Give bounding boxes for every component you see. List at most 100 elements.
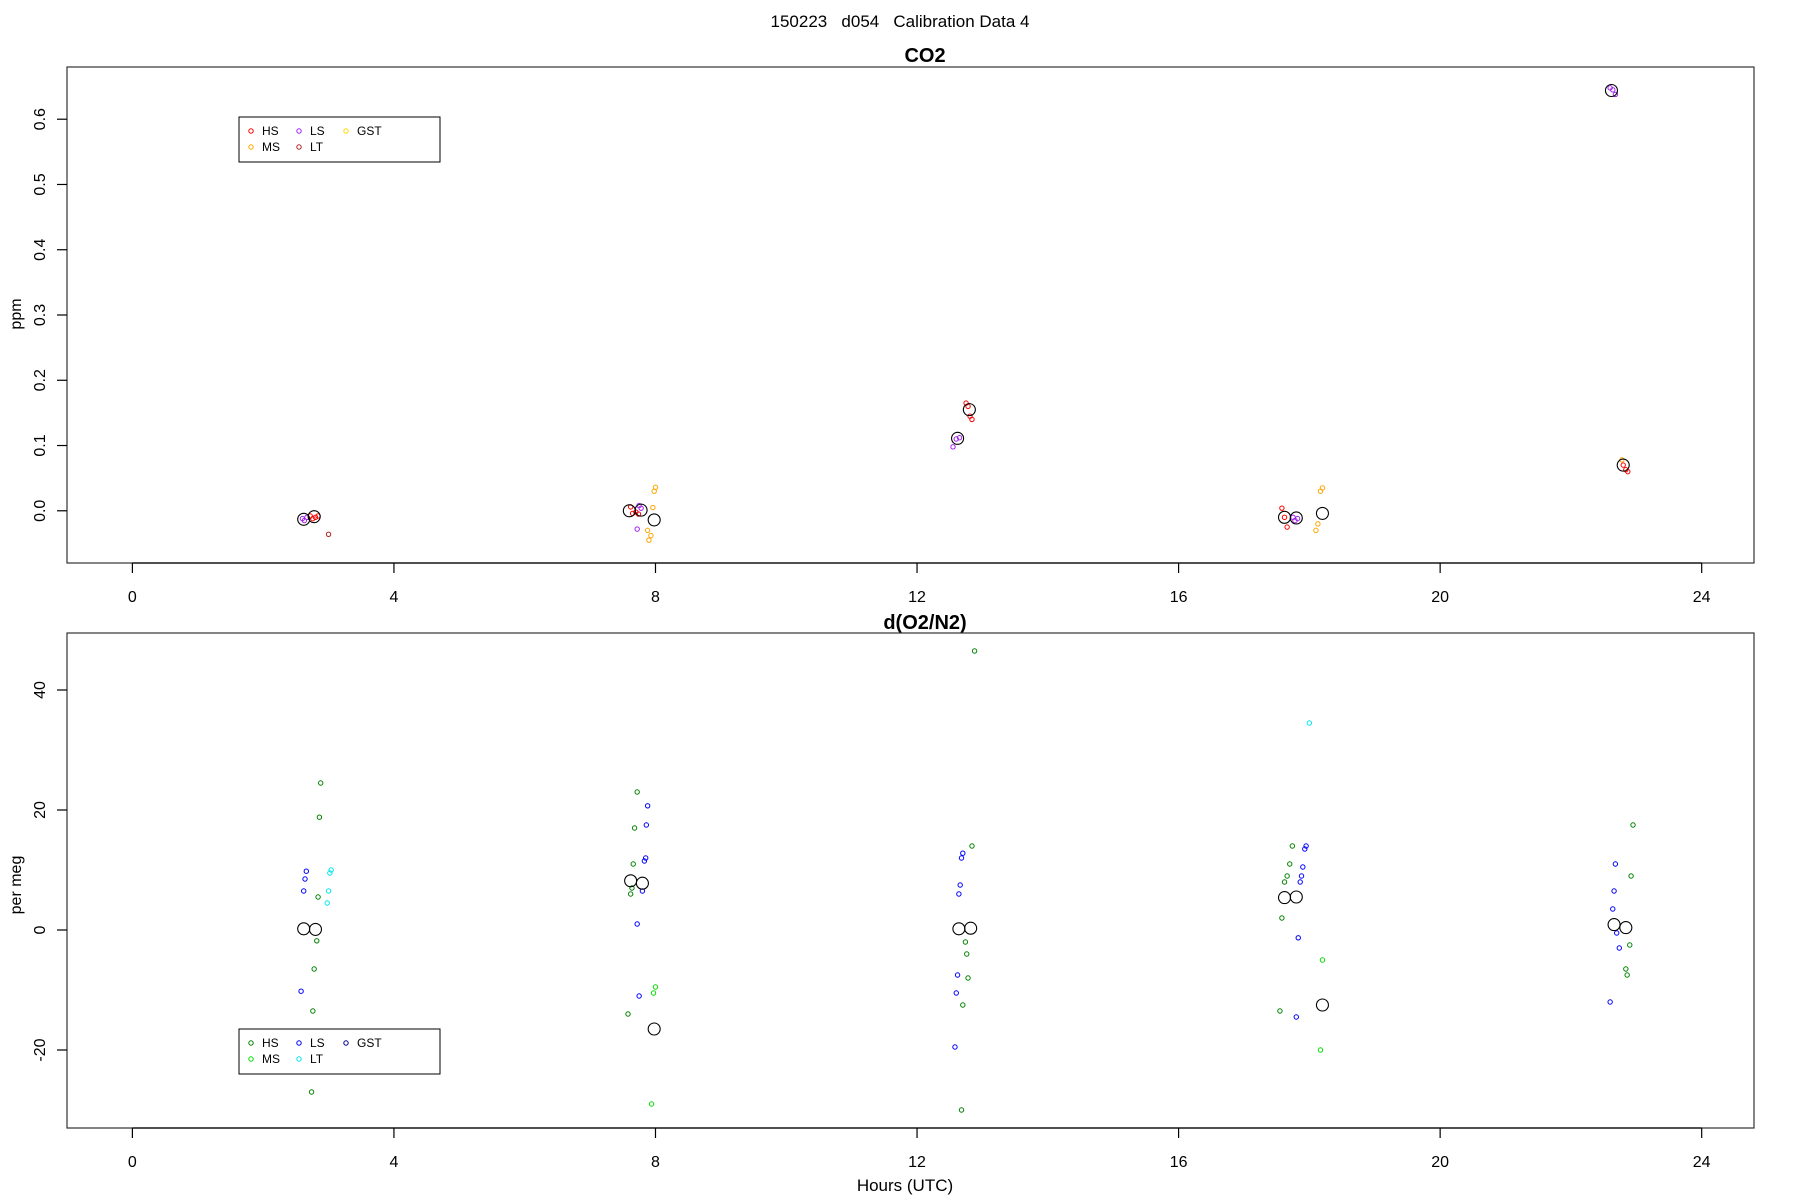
o2n2-legend-item: MS xyxy=(248,1052,280,1066)
o2n2-ls-point xyxy=(1293,1014,1299,1020)
co2-legend-item: HS xyxy=(248,124,279,138)
o2n2-hs-point xyxy=(1281,879,1288,885)
co2-mean-point xyxy=(962,403,976,417)
o2n2-ls-point xyxy=(642,855,649,861)
o2n2-mean-point xyxy=(635,876,649,890)
co2-hs-point xyxy=(969,416,975,423)
o2n2-legend-label: LT xyxy=(310,1052,324,1066)
o2n2-ls-point xyxy=(1607,999,1613,1005)
o2n2-hs-point xyxy=(316,814,323,820)
co2-ls-point xyxy=(1294,515,1301,522)
co2-hs-point xyxy=(1279,505,1285,511)
co2-ms-point xyxy=(646,537,652,543)
o2n2-x-tick-label: 4 xyxy=(389,1154,398,1171)
o2n2-ls-point xyxy=(303,868,310,874)
co2-mean-point xyxy=(1289,511,1303,525)
o2n2-ls-point xyxy=(1297,879,1303,885)
x-axis-label: Hours (UTC) xyxy=(857,1176,953,1195)
co2-ms-point xyxy=(652,484,659,490)
co2-ms-point xyxy=(1319,485,1326,491)
o2n2-legend-label: LS xyxy=(310,1036,325,1050)
o2n2-x-tick-label: 16 xyxy=(1170,1154,1188,1171)
o2n2-hs-point xyxy=(627,891,634,897)
co2-ls-point xyxy=(1612,91,1619,98)
o2n2-y-tick-label: 40 xyxy=(32,681,49,699)
o2n2-mean-point xyxy=(647,1022,661,1036)
co2-ls-point xyxy=(1610,87,1616,93)
o2n2-ls-point xyxy=(1302,846,1308,852)
co2-ls-point xyxy=(956,434,963,441)
co2-legend-item: LT xyxy=(296,140,324,154)
co2-legend-marker xyxy=(343,128,349,134)
co2-x-tick-label: 20 xyxy=(1431,589,1449,606)
o2n2-hs-point xyxy=(629,885,635,891)
co2-y-tick-label: 0.1 xyxy=(32,434,49,456)
o2n2-panel-title: d(O2/N2) xyxy=(883,612,966,634)
co2-legend-marker xyxy=(296,128,302,134)
co2-mean-point xyxy=(307,510,321,524)
o2n2-hs-point xyxy=(315,894,321,900)
o2n2-ls-point xyxy=(957,882,963,888)
figure-title: 150223 d054 Calibration Data 4 xyxy=(771,12,1030,31)
o2n2-ls-point xyxy=(960,850,966,856)
o2n2-lt-point xyxy=(324,900,330,906)
o2n2-ms-point xyxy=(650,990,657,996)
o2n2-x-tick-label: 0 xyxy=(128,1154,137,1171)
o2n2-ls-point xyxy=(1613,930,1620,936)
co2-x-tick-label: 12 xyxy=(908,589,926,606)
o2n2-legend-box xyxy=(238,1028,441,1075)
o2n2-hs-point xyxy=(314,938,320,944)
o2n2-ls-point xyxy=(1611,888,1617,894)
o2n2-x-tick-label: 12 xyxy=(908,1154,926,1171)
co2-y-tick-label: 0.0 xyxy=(32,500,49,522)
co2-ms-point xyxy=(1315,521,1321,527)
o2n2-ls-point xyxy=(1303,843,1309,849)
co2-ms-point xyxy=(644,527,651,534)
o2n2-hs-point xyxy=(965,975,971,981)
co2-legend-label: LS xyxy=(310,124,325,138)
o2n2-legend-item: GST xyxy=(343,1036,382,1050)
co2-legend-marker xyxy=(296,144,302,150)
co2-hs-point xyxy=(1284,524,1290,530)
o2n2-hs-point xyxy=(969,843,975,849)
co2-x-tick-label: 24 xyxy=(1693,589,1711,606)
o2n2-x-tick-label: 8 xyxy=(651,1154,660,1171)
o2n2-lt-point xyxy=(327,870,333,876)
o2n2-hs-point xyxy=(1277,1008,1283,1014)
o2n2-y-axis-label: per meg xyxy=(8,856,25,915)
co2-hs-point xyxy=(1281,514,1288,521)
o2n2-ms-point xyxy=(652,984,659,990)
o2n2-legend: HS MS LS LT GST xyxy=(238,1028,441,1075)
o2n2-mean-point xyxy=(308,922,323,936)
o2n2-ls-point xyxy=(954,972,961,978)
o2n2-ls-point xyxy=(634,921,640,927)
co2-x-tick-label: 16 xyxy=(1170,589,1188,606)
o2n2-ls-point xyxy=(1616,945,1623,951)
co2-legend-label: MS xyxy=(262,140,280,154)
o2n2-ls-point xyxy=(636,993,642,999)
o2n2-y-tick-label: 0 xyxy=(32,925,49,934)
co2-mean-point xyxy=(634,503,648,517)
o2n2-legend-label: MS xyxy=(262,1052,280,1066)
o2n2-hs-point xyxy=(318,780,324,786)
co2-mean-point xyxy=(951,431,965,445)
o2n2-mean-point xyxy=(964,921,978,935)
o2n2-ls-point xyxy=(641,858,648,864)
o2n2-ls-point xyxy=(958,855,965,861)
co2-legend-item: LS xyxy=(296,124,325,138)
o2n2-legend-marker xyxy=(343,1040,349,1046)
o2n2-ls-point xyxy=(1610,906,1616,912)
co2-y-axis-label: ppm xyxy=(8,298,25,329)
co2-x-tick-label: 4 xyxy=(389,589,398,606)
o2n2-hs-point xyxy=(1623,966,1629,972)
o2n2-ls-point xyxy=(644,803,651,809)
o2n2-ms-point xyxy=(1319,957,1326,963)
co2-y-tick-label: 0.3 xyxy=(32,304,49,326)
o2n2-hs-point xyxy=(625,1011,631,1017)
o2n2-hs-point xyxy=(1279,915,1285,921)
co2-ms-point xyxy=(1313,527,1319,534)
co2-y-tick-label: 0.6 xyxy=(32,108,49,130)
o2n2-ls-point xyxy=(952,1044,958,1050)
co2-y-tick-label: 0.5 xyxy=(32,173,49,195)
o2n2-hs-point xyxy=(1284,873,1290,879)
